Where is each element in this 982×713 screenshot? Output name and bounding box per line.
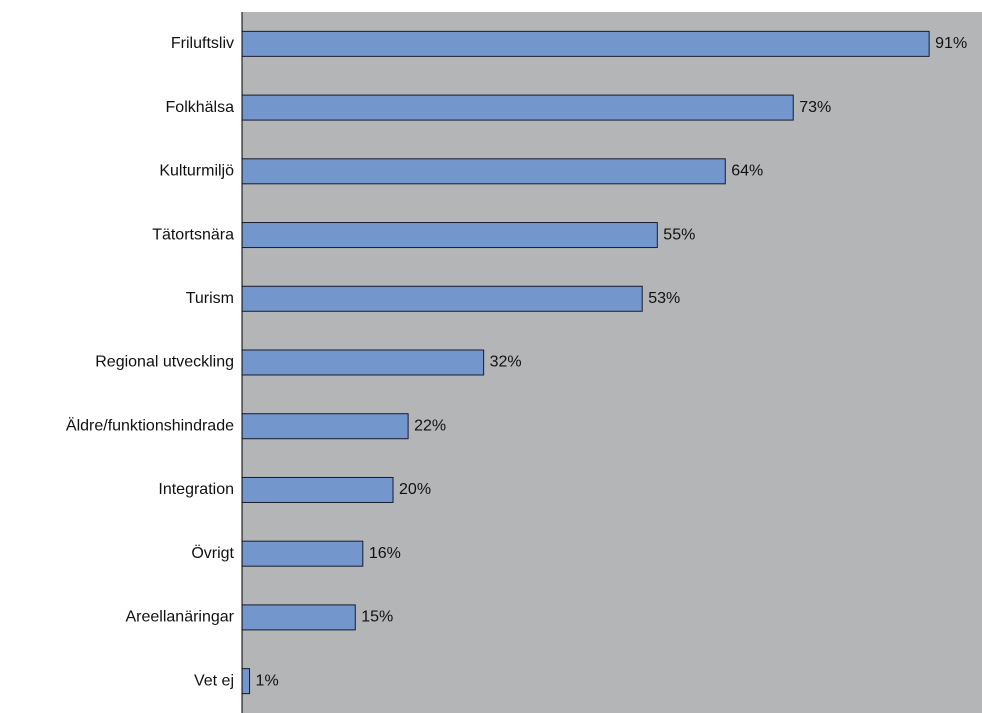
y-tick-label: Friluftsliv xyxy=(171,35,234,52)
value-label: 16% xyxy=(369,545,401,562)
bar xyxy=(241,349,485,376)
value-label: 15% xyxy=(361,609,393,626)
y-tick-label: Turism xyxy=(186,290,234,307)
y-tick-label: Övrigt xyxy=(191,544,234,562)
bar xyxy=(241,604,356,631)
y-tick-label: Regional utveckling xyxy=(95,354,234,371)
value-label: 32% xyxy=(490,354,522,371)
value-label: 1% xyxy=(256,672,279,689)
value-label: 22% xyxy=(414,417,446,434)
y-tick-label: Folkhälsa xyxy=(166,99,235,116)
bar xyxy=(241,285,643,312)
bar xyxy=(241,668,251,695)
bar xyxy=(241,476,394,503)
y-tick-label: Kulturmiljö xyxy=(159,163,234,180)
value-label: 64% xyxy=(731,163,763,180)
bar xyxy=(241,413,409,440)
y-tick-label: Äldre/funktionshindrade xyxy=(66,416,234,434)
bar xyxy=(241,94,794,121)
value-label: 20% xyxy=(399,481,431,498)
value-label: 53% xyxy=(648,290,680,307)
y-tick-label: Tätortsnära xyxy=(152,226,234,243)
bar xyxy=(241,30,930,57)
value-label: 55% xyxy=(663,226,695,243)
y-tick-label: Integration xyxy=(158,481,234,498)
value-label: 73% xyxy=(799,99,831,116)
value-label: 91% xyxy=(935,35,967,52)
y-tick-label: Vet ej xyxy=(194,672,234,689)
y-tick-label: Areellanäringar xyxy=(125,609,234,626)
bar xyxy=(241,540,364,567)
bar xyxy=(241,222,658,249)
bar xyxy=(241,158,726,185)
